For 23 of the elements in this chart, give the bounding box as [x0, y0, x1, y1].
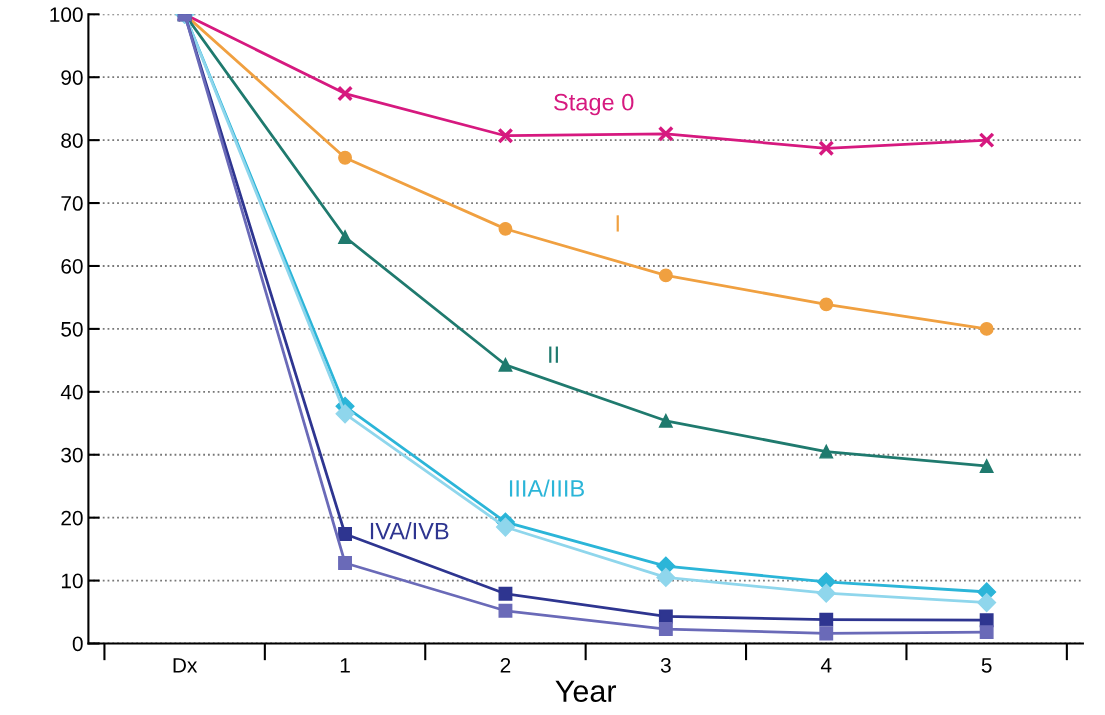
series-label: II [549, 346, 558, 363]
y-tick-label: 100 [50, 7, 83, 23]
series-label: IVA/IVB [370, 522, 449, 540]
y-tick-label: 0 [72, 636, 83, 652]
x-axis-title: Year [555, 680, 617, 703]
x-tick-label: 1 [340, 658, 350, 673]
x-tick-label: Dx [173, 658, 198, 673]
x-tick-label: 5 [981, 658, 992, 673]
y-tick-label: 20 [61, 510, 83, 526]
x-tick-label: 2 [500, 657, 511, 673]
x-tick-label: 3 [660, 657, 671, 673]
x-tick-label: 4 [820, 658, 832, 673]
y-tick-label: 30 [61, 447, 83, 463]
series-label: IIIA/IIIB [509, 479, 584, 497]
y-tick-label: 50 [61, 321, 83, 337]
y-tick-label: 90 [61, 70, 83, 85]
y-tick-label: 80 [61, 133, 83, 148]
y-tick-label: 60 [61, 258, 83, 274]
series-label: I [616, 215, 619, 232]
series-label: Stage 0 [554, 93, 634, 116]
y-tick-label: 10 [61, 573, 83, 589]
y-tick-label: 70 [61, 196, 83, 211]
y-tick-label: 40 [60, 384, 83, 400]
